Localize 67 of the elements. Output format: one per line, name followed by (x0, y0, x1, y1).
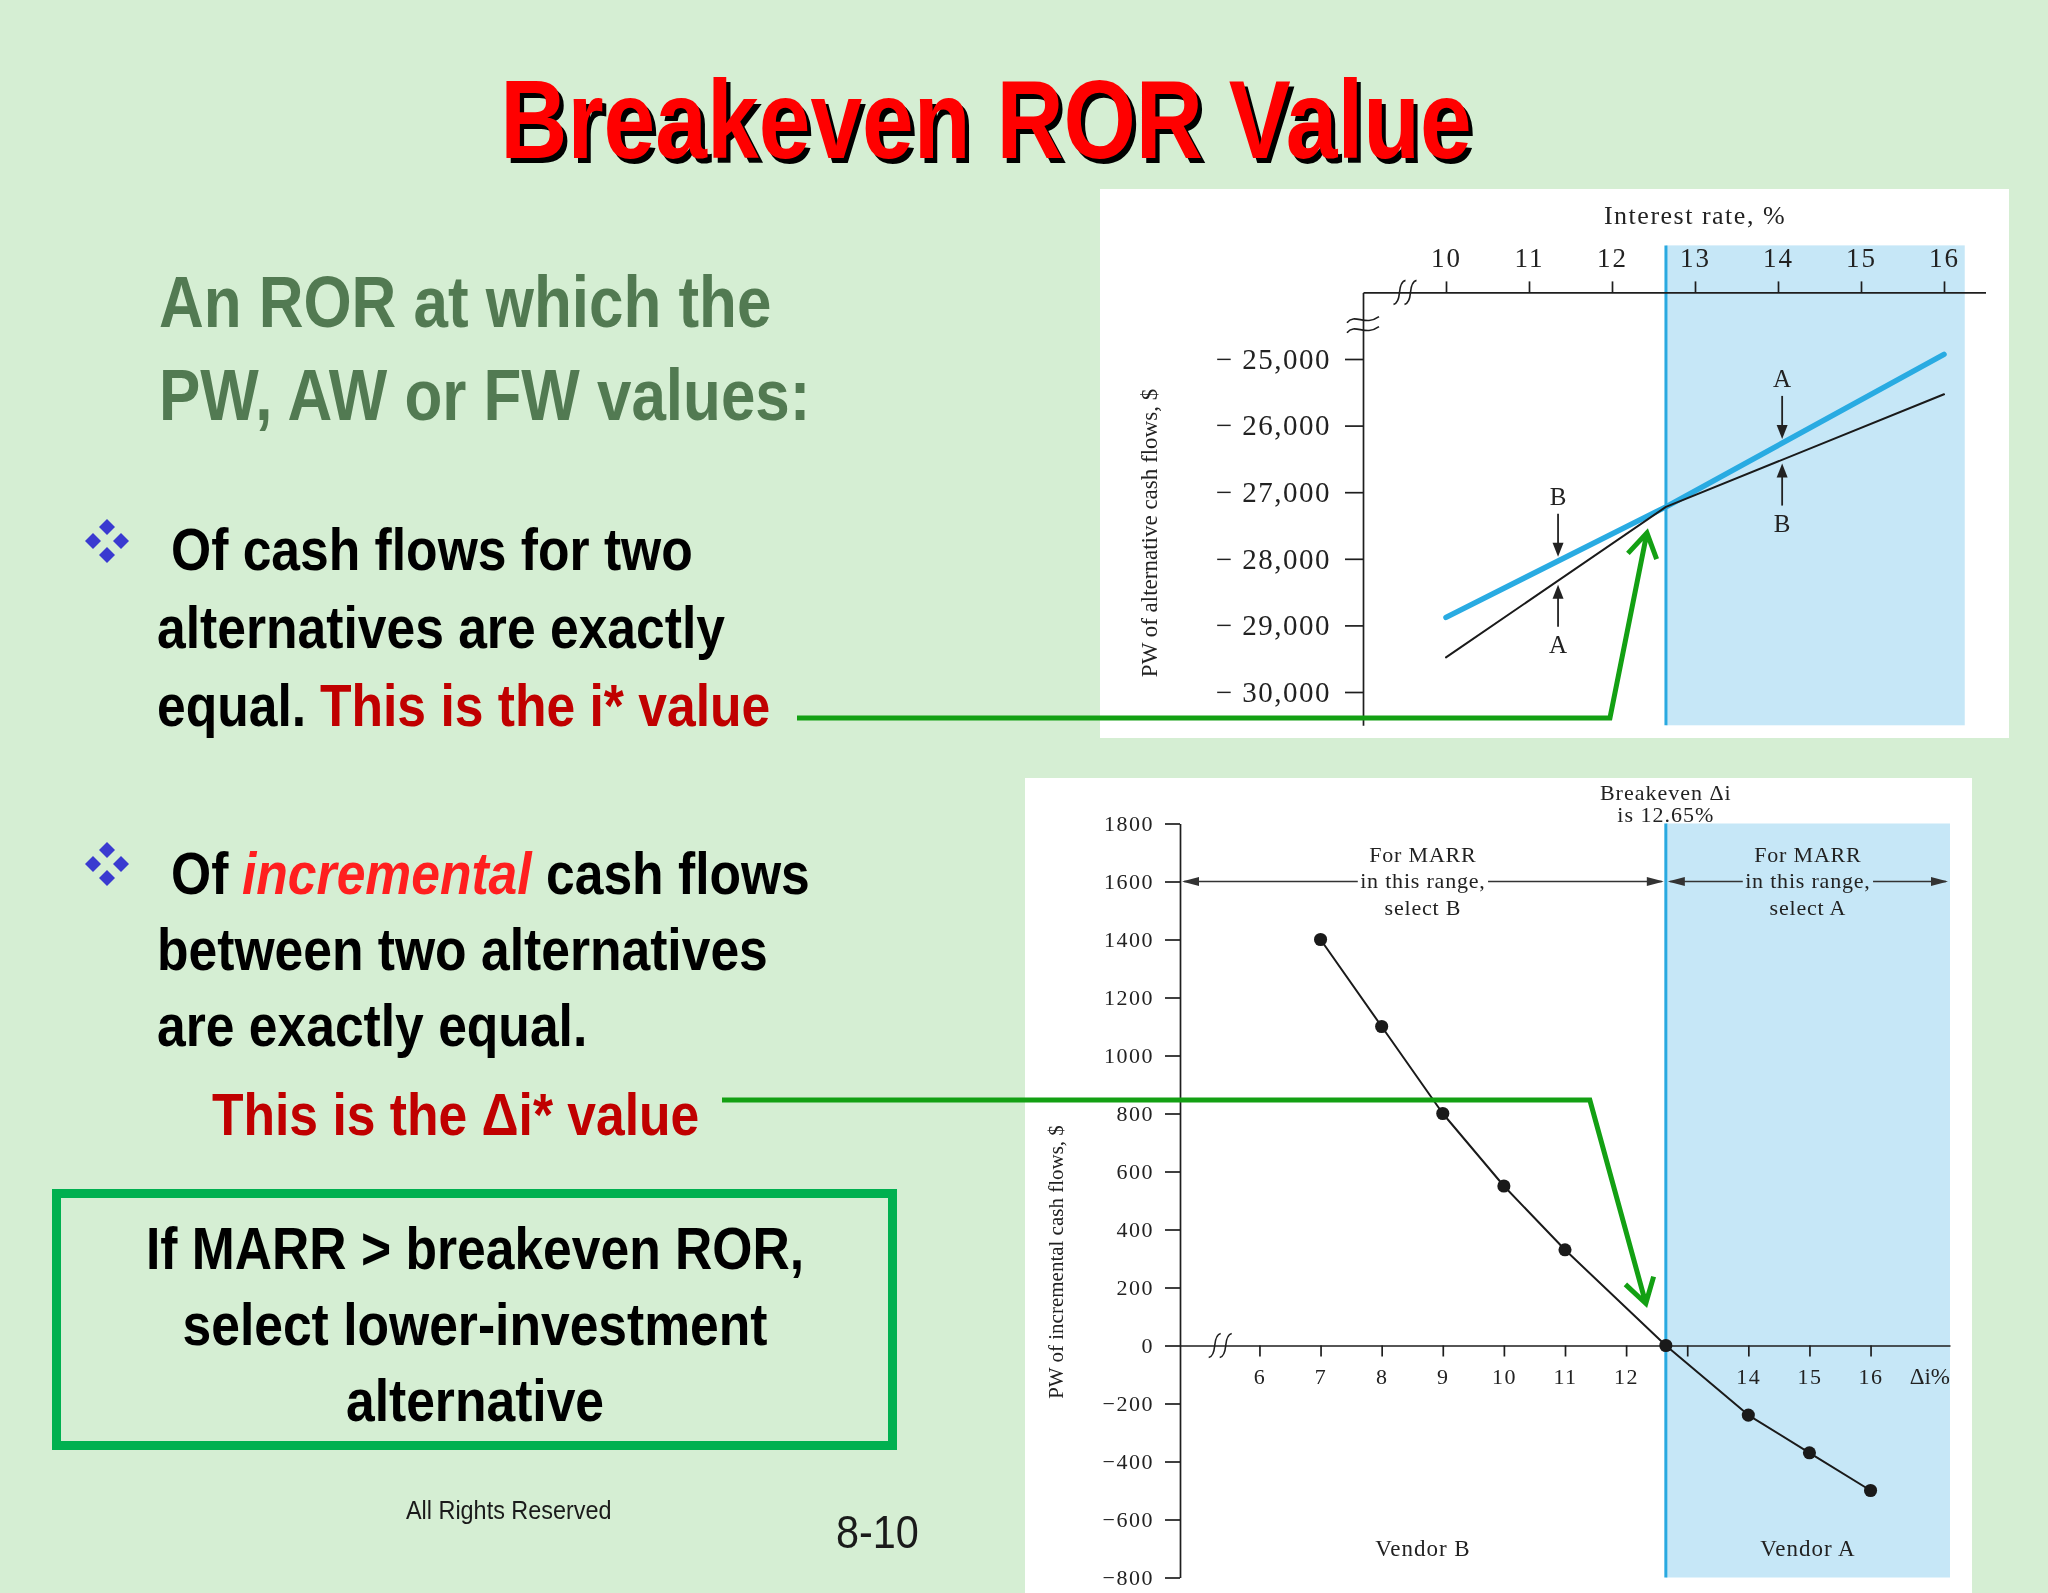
text: Breakeven ROR Value (499, 57, 1473, 182)
annotation: Vendor A (1760, 1535, 1856, 1561)
x-tick-label: 16 (1858, 1363, 1884, 1389)
point (1659, 1338, 1673, 1353)
point (1802, 1446, 1816, 1460)
point (1436, 1106, 1450, 1121)
x-tick-label: 13 (1680, 243, 1711, 274)
annotation: B (1773, 509, 1791, 537)
y-axis-title: PW of alternative cash flows, $ (1137, 388, 1163, 678)
y-tick-label: −600 (1102, 1507, 1154, 1533)
y-tick-label: −800 (1102, 1565, 1154, 1591)
text: This is the Δi* value (212, 1080, 700, 1150)
y-tick-label: 0 (1141, 1333, 1154, 1359)
y-tick-label: 1400 (1104, 927, 1154, 953)
y-tick-label: − 27,000 (1215, 475, 1331, 508)
text: Of cash flows for two alternatives are exactly equal. This is the i* value (157, 515, 771, 741)
x-tick-label: 15 (1846, 243, 1877, 274)
x-axis-title: Δi% (1909, 1363, 1950, 1389)
x-tick-label: 10 (1431, 243, 1462, 274)
point (1558, 1243, 1572, 1257)
annotation: B (1549, 482, 1567, 510)
y-tick-label: 1600 (1104, 869, 1154, 895)
y-tick-label: −200 (1102, 1391, 1154, 1417)
y-tick-label: − 25,000 (1215, 342, 1331, 375)
x-axis-title: Interest rate, % (1603, 201, 1787, 231)
y-tick-label: 800 (1116, 1101, 1154, 1127)
y-tick-label: − 28,000 (1215, 542, 1331, 575)
y-tick-label: − 26,000 (1215, 409, 1331, 442)
point (1741, 1408, 1755, 1422)
x-tick-label: 11 (1553, 1363, 1578, 1389)
ref-line-label: Breakeven Δi is 12.65% (1599, 779, 1732, 827)
annotation: For MARR in this range, select B (1360, 841, 1486, 920)
x-tick-label: 6 (1253, 1363, 1267, 1389)
annotation: For MARR in this range, select A (1745, 841, 1871, 920)
annotation: A (1549, 630, 1568, 658)
y-tick-label: − 30,000 (1215, 675, 1331, 708)
annotation: A (1773, 364, 1792, 392)
x-tick-label: 9 (1437, 1363, 1450, 1389)
y-tick-label: 400 (1116, 1217, 1154, 1243)
text: Of incremental cash flows between two alternatives are exactly equal. (157, 839, 811, 1061)
x-tick-label: 8 (1375, 1363, 1389, 1389)
x-tick-label: 10 (1491, 1363, 1517, 1389)
point (1314, 932, 1328, 947)
x-tick-label: 7 (1314, 1363, 1328, 1389)
x-tick-label: 12 (1614, 1363, 1640, 1389)
y-axis-title: PW of incremental cash flows, $ (1044, 1125, 1069, 1399)
text: An ROR at which the PW, AW or FW values: (159, 261, 812, 437)
point (1375, 1019, 1389, 1034)
text: All Rights Reserved (406, 1495, 612, 1525)
y-tick-label: 1000 (1104, 1043, 1154, 1069)
x-tick-label: 14 (1763, 243, 1794, 274)
y-tick-label: 1200 (1104, 985, 1154, 1011)
x-tick-label: 16 (1929, 243, 1960, 274)
y-tick-label: − 29,000 (1215, 609, 1331, 642)
text: If MARR > breakeven ROR, select lower-investment alternative (144, 1214, 805, 1436)
text: 8-10 (836, 1506, 919, 1558)
x-tick-label: 11 (1514, 243, 1545, 274)
x-tick-label: 14 (1736, 1363, 1762, 1389)
y-tick-label: 1800 (1104, 811, 1154, 837)
x-tick-label: 12 (1597, 243, 1628, 274)
point (1864, 1483, 1878, 1498)
annotation: Vendor B (1375, 1535, 1471, 1561)
x-tick-label: 15 (1797, 1363, 1823, 1389)
y-tick-label: 600 (1116, 1159, 1154, 1185)
y-tick-label: −400 (1102, 1449, 1154, 1475)
y-tick-label: 200 (1116, 1275, 1154, 1301)
point (1497, 1179, 1511, 1193)
